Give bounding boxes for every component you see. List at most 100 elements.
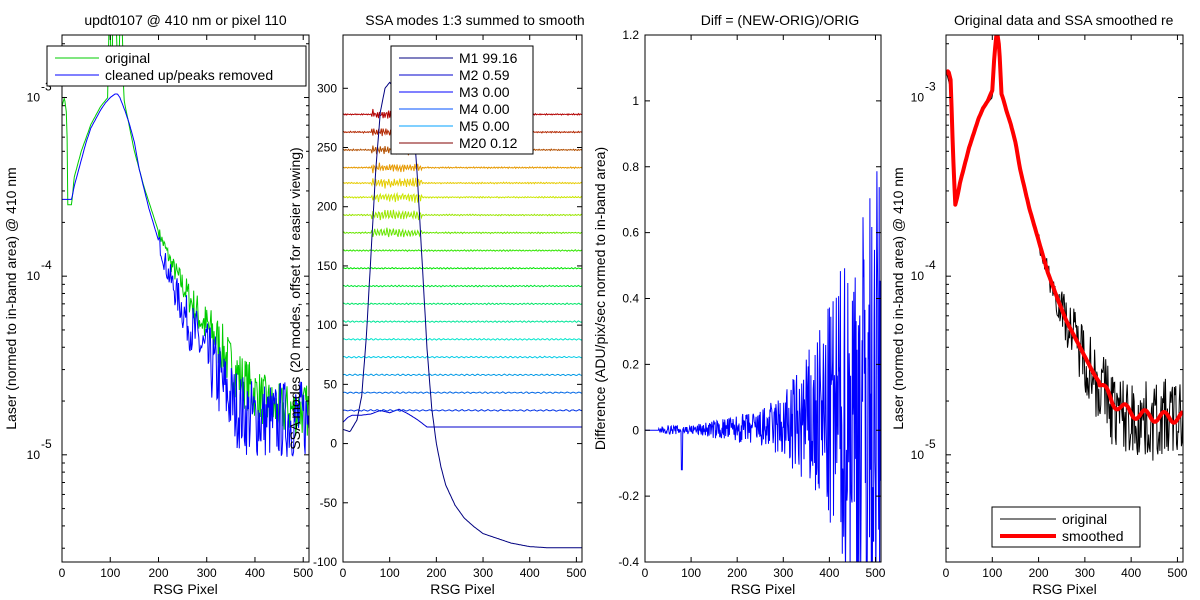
x-axis-label: RSG Pixel: [153, 581, 218, 597]
x-tick-label: 200: [727, 566, 747, 580]
y-tick-label-base: 10: [911, 91, 925, 105]
x-tick-label: 500: [865, 566, 885, 580]
mode-line-8: [343, 302, 582, 306]
legend-label: M2 0.59: [459, 67, 510, 83]
series-line-original: [62, 35, 309, 436]
series-line-original: [946, 37, 1183, 461]
legend-box: [991, 506, 1141, 548]
x-tick-label: 0: [642, 566, 649, 580]
mode-line-7: [343, 320, 582, 324]
x-tick-label: 100: [100, 566, 120, 580]
panel-title: updt0107 @ 410 nm or pixel 110: [84, 12, 287, 28]
mode-line-14: [343, 191, 582, 203]
y-axis-label: Difference (ADU/pix/sec normed to in-ban…: [592, 147, 608, 450]
panel-title: Diff = (NEW-ORIG)/ORIG: [701, 12, 860, 28]
y-tick-label-base: 10: [27, 448, 41, 462]
x-tick-label: 0: [943, 566, 950, 580]
y-tick-label: 150: [317, 259, 337, 273]
y-tick-label: 100: [317, 318, 337, 332]
x-tick-label: 100: [982, 566, 1002, 580]
x-tick-label: 500: [566, 566, 586, 580]
series-line-smoothed: [946, 35, 1183, 425]
y-tick-label: -0.4: [618, 555, 639, 569]
y-tick-label-base: 10: [911, 448, 925, 462]
plot-frame: [342, 34, 583, 563]
plot-area: [946, 35, 1183, 461]
x-tick-label: 0: [340, 566, 347, 580]
y-tick-label-exponent: -3: [41, 80, 52, 94]
mode-line-1: [343, 408, 582, 428]
y-tick-label: 0.2: [622, 357, 639, 371]
legend-box: [46, 45, 307, 87]
legend-label: M5 0.00: [459, 118, 510, 134]
x-tick-label: 300: [473, 566, 493, 580]
legend-label: original: [105, 50, 150, 66]
x-axis-label: RSG Pixel: [1032, 581, 1097, 597]
y-axis-label: SSA modes (20 modes, offset for easier v…: [287, 147, 303, 449]
x-tick-label: 300: [773, 566, 793, 580]
panel-title: SSA modes 1:3 summed to smooth: [365, 12, 584, 28]
x-tick-label: 400: [1121, 566, 1141, 580]
y-tick-label: -50: [320, 496, 338, 510]
y-tick-label: 0.4: [622, 292, 639, 306]
series-line-cleaned: [62, 93, 309, 457]
mode-line-4: [343, 373, 582, 377]
y-tick-label: 200: [317, 200, 337, 214]
mode-line-3: [343, 391, 582, 395]
y-tick-label: -0.2: [618, 489, 639, 503]
x-tick-label: 100: [380, 566, 400, 580]
y-axis-label: Laser (normed to in-band area) @ 410 nm: [890, 167, 906, 429]
mode-line-6: [343, 337, 582, 341]
mode-line-10: [343, 266, 582, 270]
mode-line-15: [343, 177, 582, 189]
x-tick-label: 200: [148, 566, 168, 580]
legend-label: M20 0.12: [459, 135, 518, 151]
y-tick-label-base: 10: [911, 269, 925, 283]
legend-label: cleaned up/peaks removed: [105, 67, 273, 83]
y-tick-label: 0: [330, 437, 337, 451]
y-tick-label: 300: [317, 81, 337, 95]
x-tick-label: 200: [426, 566, 446, 580]
x-tick-label: 0: [59, 566, 66, 580]
mode-line-16: [343, 162, 582, 174]
panel-title: Original data and SSA smoothed re: [954, 12, 1174, 28]
y-tick-label-exponent: -5: [41, 437, 52, 451]
legend-label: original: [1062, 511, 1107, 527]
plot-area: [343, 81, 582, 549]
mode-line-2: [343, 409, 582, 412]
mode-line-5: [343, 355, 582, 359]
x-axis-label: RSG Pixel: [731, 581, 796, 597]
y-tick-label: 0.8: [622, 160, 639, 174]
mode-line-13: [343, 209, 582, 221]
y-tick-label-exponent: -4: [41, 258, 52, 272]
legend-label: M4 0.00: [459, 101, 510, 117]
mode-line-11: [343, 248, 582, 253]
y-tick-label: 1: [632, 94, 639, 108]
y-tick-label: 0.6: [622, 226, 639, 240]
mode-line-12: [343, 227, 582, 238]
plot-area: [645, 171, 881, 562]
x-tick-label: 500: [293, 566, 313, 580]
mode-line-9: [343, 284, 582, 288]
mode-line-M1: [343, 81, 582, 549]
y-axis-label: Laser (normed to in-band area) @ 410 nm: [3, 167, 19, 429]
x-tick-label: 500: [1167, 566, 1187, 580]
legend-label: M3 0.00: [459, 84, 510, 100]
plot-area: [62, 35, 309, 457]
y-tick-label: 250: [317, 141, 337, 155]
plot-frame: [61, 34, 310, 563]
x-tick-label: 300: [197, 566, 217, 580]
y-tick-label-base: 10: [27, 91, 41, 105]
legend-label: smoothed: [1062, 528, 1123, 544]
legend-label: M1 99.16: [459, 50, 518, 66]
x-tick-label: 400: [245, 566, 265, 580]
chart-panel-3: 0 100 200 300 400 500 RSG Pixel -0.4 -0.2 0 0.2 0.4…: [592, 12, 886, 597]
chart-panel-2: 0 100 200 300 400 500 RSG Pixel -100 -50 0 50 100 15…: [287, 12, 587, 597]
x-tick-label: 400: [819, 566, 839, 580]
y-tick-label-base: 10: [27, 269, 41, 283]
